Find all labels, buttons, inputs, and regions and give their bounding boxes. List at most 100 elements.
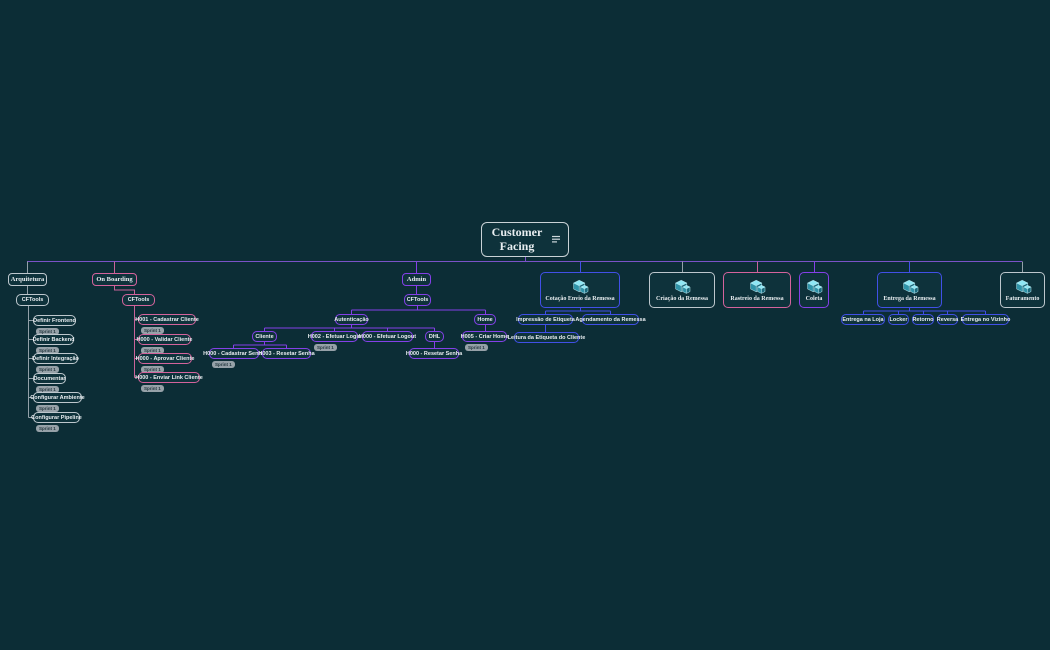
node-entrega-no-vizinho[interactable]: Entrega no Vizinho [960, 314, 1011, 325]
node-label: CFTools [406, 297, 429, 303]
node-documentar[interactable]: Documentar [33, 373, 66, 384]
node-label: Cotação Envio da Remessa [545, 295, 615, 302]
sprint-tag: Sprint 1 [36, 366, 59, 374]
node-label: Documentar [33, 375, 66, 382]
node-label: Configurar Pipeline [31, 414, 82, 421]
node-on-boarding[interactable]: On Boarding [92, 273, 137, 286]
node-label: Arquitetura [10, 276, 45, 283]
node-configurar-pipeline[interactable]: Configurar Pipeline [31, 412, 82, 423]
node-label: Coleta [805, 295, 823, 302]
packages-icon [573, 279, 589, 294]
node-label: Autenticação [334, 316, 369, 323]
node-label: H000 - Aprovar Cliente [135, 355, 195, 362]
node-definir-frontend[interactable]: Definir Frontend [33, 315, 76, 326]
node-home[interactable]: Home [474, 314, 496, 325]
node-validar-cliente[interactable]: H000 - Validar Cliente [136, 334, 193, 345]
node-label: Definir Integração [32, 355, 79, 362]
node-rastreio-da-remessa[interactable]: Rastreio da Remessa [723, 272, 791, 308]
node-label: H000 - Enviar Link Cliente [135, 374, 203, 381]
node-cftools-on-boarding[interactable]: CFTools [122, 294, 155, 306]
node-label: H000 - Validar Cliente [136, 336, 193, 343]
node-label: H000 - Resetar Senha [405, 350, 463, 357]
node-label: Definir Frontend [33, 317, 76, 324]
node-locker[interactable]: Locker [888, 314, 909, 325]
node-resetar-senha-cliente[interactable]: H003 - Resetar Senha [258, 348, 315, 359]
sprint-tag: Sprint 1 [212, 361, 235, 369]
node-reversa[interactable]: Reversa [937, 314, 958, 325]
node-label: DHL [428, 333, 441, 340]
node-label: Reversa [936, 316, 959, 323]
sprint-tag: Sprint 1 [314, 344, 337, 352]
sprint-tag: Sprint 1 [465, 344, 488, 352]
node-label: Entrega da Remessa [883, 295, 936, 302]
node-autenticacao[interactable]: Autenticação [334, 314, 369, 325]
sprint-tag: Sprint 1 [36, 386, 59, 394]
node-label: H000 - Efetuar Logout [358, 333, 417, 340]
node-label: Entrega na Loja [842, 316, 884, 323]
node-configurar-ambiente[interactable]: Configurar Ambiente [30, 392, 85, 403]
sprint-tag: Sprint 1 [141, 385, 164, 393]
node-label: Home [477, 316, 493, 323]
node-label: Definir Backend [32, 336, 75, 343]
packages-icon [807, 279, 823, 294]
sprint-tag: Sprint 1 [141, 366, 164, 374]
node-label: Impressão de Etiqueta [516, 316, 575, 323]
node-admin[interactable]: Admin [402, 273, 431, 286]
sprint-tag: Sprint 1 [36, 405, 59, 413]
node-coleta[interactable]: Coleta [799, 272, 829, 308]
node-aprovar-cliente[interactable]: H000 - Aprovar Cliente [135, 353, 195, 364]
node-entrega-na-loja[interactable]: Entrega na Loja [841, 314, 885, 325]
node-resetar-senha-dhl[interactable]: H000 - Resetar Senha [405, 348, 463, 359]
node-label: H001 - Cadastrar Cliente [135, 316, 199, 323]
node-arquitetura[interactable]: Arquitetura [8, 273, 47, 286]
node-definir-backend[interactable]: Definir Backend [33, 334, 74, 345]
node-label: On Boarding [96, 276, 133, 283]
node-label: Locker [889, 316, 908, 323]
sprint-tag: Sprint 1 [36, 328, 59, 336]
node-label: H005 - Criar Home [460, 333, 509, 340]
node-label: Criação da Remessa [656, 295, 708, 302]
node-criar-home[interactable]: H005 - Criar Home [460, 331, 509, 342]
node-efetuar-login[interactable]: H002 - Efetuar Login [307, 331, 362, 342]
node-cadastrar-senha[interactable]: H000 - Cadastrar Senha [203, 348, 265, 359]
node-leitura-da-etiqueta-do-cliente[interactable]: Leitura da Etiqueta do Cliente [508, 332, 585, 343]
node-entrega-da-remessa[interactable]: Entrega da Remessa [877, 272, 942, 308]
node-label: Retorno [912, 316, 934, 323]
root-label: Customer Facing [491, 224, 543, 253]
packages-icon [902, 279, 918, 294]
node-cftools-arquitetura[interactable]: CFTools [16, 294, 49, 306]
node-label: Rastreio da Remessa [730, 295, 784, 302]
node-cotacao-envio-da-remessa[interactable]: Cotação Envio da Remessa [540, 272, 620, 308]
node-label: Entrega no Vizinho [960, 316, 1011, 323]
node-label: H000 - Cadastrar Senha [203, 350, 265, 357]
node-label: H002 - Efetuar Login [307, 333, 362, 340]
node-criacao-da-remessa[interactable]: Criação da Remessa [649, 272, 715, 308]
sprint-tag: Sprint 1 [36, 347, 59, 355]
packages-icon [675, 279, 691, 294]
packages-icon [750, 279, 766, 294]
node-enviar-link-cliente[interactable]: H000 - Enviar Link Cliente [135, 372, 203, 383]
node-agendamento-da-remessa[interactable]: Agendamento da Remessa [575, 314, 646, 325]
node-label: Leitura da Etiqueta do Cliente [507, 334, 586, 341]
node-label: CFTools [127, 297, 150, 303]
node-retorno[interactable]: Retorno [912, 314, 934, 325]
node-label: Cliente [255, 333, 274, 340]
node-label: Admin [406, 276, 427, 283]
node-impressao-de-etiqueta[interactable]: Impressão de Etiqueta [516, 314, 575, 325]
node-cftools-admin[interactable]: CFTools [404, 294, 431, 306]
root-node-customer-facing[interactable]: Customer Facing [481, 222, 569, 257]
node-dhl[interactable]: DHL [425, 331, 444, 342]
node-definir-integracao[interactable]: Definir Integração [32, 353, 79, 364]
node-cadastrar-cliente[interactable]: H001 - Cadastrar Cliente [135, 314, 199, 325]
node-label: CFTools [21, 297, 44, 303]
packages-icon [1015, 279, 1031, 294]
node-efetuar-logout[interactable]: H000 - Efetuar Logout [358, 331, 417, 342]
sprint-tag: Sprint 1 [141, 347, 164, 355]
node-label: Faturamento [1005, 295, 1040, 302]
node-label: H003 - Resetar Senha [258, 350, 315, 357]
node-cliente[interactable]: Cliente [252, 331, 277, 342]
node-faturamento[interactable]: Faturamento [1000, 272, 1045, 308]
sprint-tag: Sprint 1 [141, 327, 164, 335]
